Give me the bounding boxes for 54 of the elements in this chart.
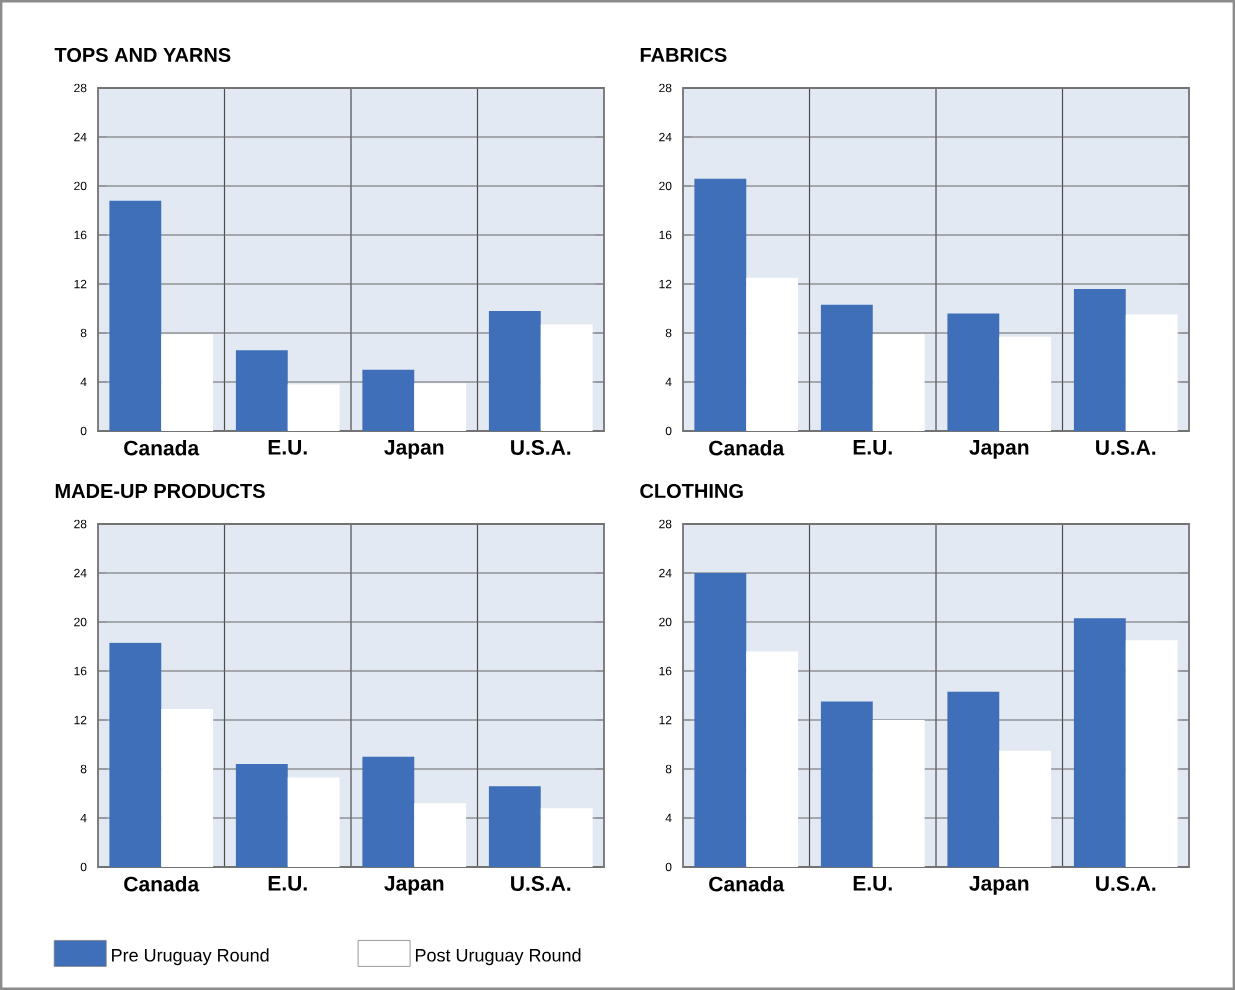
- y-tick-label: 16: [74, 666, 87, 676]
- y-tick-label: 16: [659, 230, 672, 240]
- y-tick-label: 12: [74, 715, 87, 725]
- y-tick-label: 24: [659, 132, 672, 142]
- chart-title: CLOTHING: [640, 483, 743, 499]
- y-tick-label: 28: [74, 519, 87, 529]
- y-tick-label: 20: [659, 617, 672, 627]
- y-tick-label: 16: [659, 666, 672, 676]
- y-tick-label: 28: [659, 83, 672, 93]
- x-tick-label: E.U.: [853, 876, 892, 891]
- legend-label: Post Uruguay Round: [415, 948, 581, 966]
- y-tick-label: 8: [665, 764, 672, 774]
- y-tick-label: 28: [74, 83, 87, 93]
- x-tick-label: E.U.: [853, 440, 892, 455]
- x-tick-label: U.S.A.: [511, 876, 571, 891]
- x-tick-label: E.U.: [268, 440, 307, 455]
- x-tick-label: Canada: [124, 440, 200, 456]
- x-tick-label: Japan: [384, 876, 444, 895]
- y-tick-label: 0: [665, 426, 672, 436]
- x-tick-label: Canada: [709, 876, 785, 892]
- y-tick-label: 24: [74, 568, 87, 578]
- x-tick-label: Canada: [709, 440, 785, 456]
- y-tick-label: 4: [665, 377, 672, 387]
- x-tick-label: U.S.A.: [1096, 876, 1156, 891]
- chart-title: TOPS AND YARNS: [54, 47, 231, 63]
- y-tick-label: 0: [80, 862, 87, 872]
- y-tick-label: 0: [665, 862, 672, 872]
- y-tick-label: 8: [665, 328, 672, 338]
- x-tick-label: Japan: [969, 440, 1029, 459]
- y-tick-label: 28: [659, 519, 672, 529]
- legend-label: Pre Uruguay Round: [112, 948, 269, 966]
- y-tick-label: 4: [80, 813, 87, 823]
- y-tick-label: 8: [80, 764, 87, 774]
- chart-title: FABRICS: [640, 47, 727, 63]
- y-tick-label: 20: [659, 181, 672, 191]
- x-tick-label: U.S.A.: [511, 440, 571, 455]
- y-tick-label: 0: [80, 426, 87, 436]
- y-tick-label: 16: [74, 230, 87, 240]
- x-tick-label: Japan: [384, 440, 444, 459]
- y-tick-label: 20: [74, 617, 87, 627]
- x-tick-label: Japan: [969, 876, 1029, 895]
- y-tick-label: 12: [659, 279, 672, 289]
- y-tick-label: 12: [74, 279, 87, 289]
- y-tick-label: 8: [80, 328, 87, 338]
- y-tick-label: 4: [80, 377, 87, 387]
- x-tick-label: Canada: [124, 876, 200, 892]
- chart-title: MADE-UP PRODUCTS: [55, 483, 265, 499]
- y-tick-label: 20: [74, 181, 87, 191]
- y-tick-label: 24: [74, 132, 87, 142]
- x-tick-label: U.S.A.: [1096, 440, 1156, 455]
- y-tick-label: 4: [665, 813, 672, 823]
- y-tick-label: 24: [659, 568, 672, 578]
- x-tick-label: E.U.: [268, 876, 307, 891]
- y-tick-label: 12: [659, 715, 672, 725]
